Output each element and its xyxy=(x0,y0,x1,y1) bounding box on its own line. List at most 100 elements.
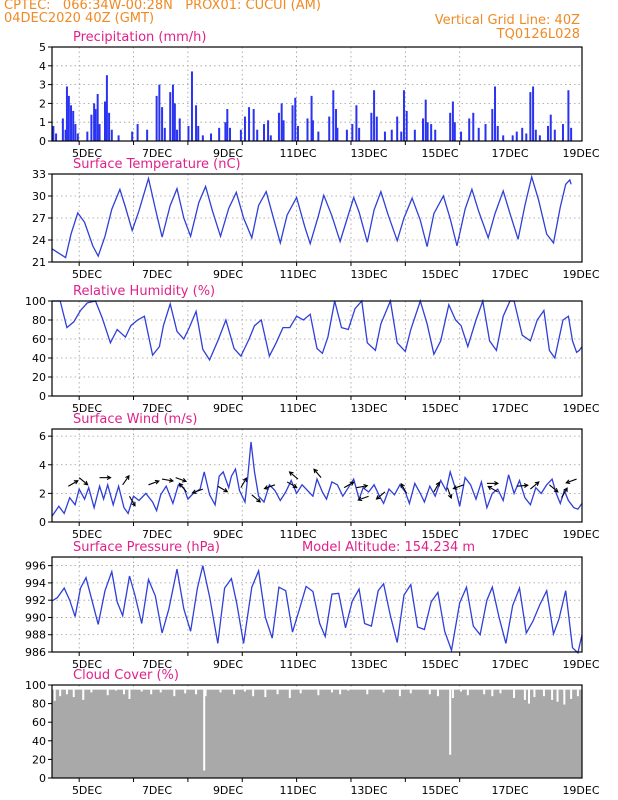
precip-bar xyxy=(328,116,331,141)
wind-arrow-head xyxy=(487,485,493,491)
precip-bar xyxy=(561,124,564,141)
precip-bar xyxy=(525,133,528,141)
precip-bar xyxy=(311,120,314,141)
x-tick-label: 5DEC xyxy=(72,147,102,160)
cloud-dip xyxy=(219,689,222,693)
x-tick-label: 9DEC xyxy=(213,528,243,541)
cloud-dip xyxy=(436,689,439,697)
precip-bar xyxy=(108,112,111,141)
precip-bar xyxy=(370,112,373,141)
precip-bar xyxy=(547,125,550,141)
wind-arrow-head xyxy=(553,487,559,493)
precip-bar xyxy=(243,116,246,141)
y-tick-label: 30 xyxy=(32,190,46,203)
y-tick-label: 80 xyxy=(32,698,46,711)
series-line xyxy=(51,565,583,655)
cloud-dip xyxy=(382,689,385,693)
cloud-dip xyxy=(173,689,176,697)
precip-bar xyxy=(451,101,454,141)
wind-arrow-head xyxy=(154,479,160,485)
precip-bar xyxy=(171,84,174,141)
y-tick-label: 0 xyxy=(39,390,46,403)
precip-bar xyxy=(280,103,283,141)
wind-arrow-head xyxy=(263,485,269,490)
series-line xyxy=(51,441,583,517)
precip-bar xyxy=(229,127,232,141)
wind-arrow-head xyxy=(131,501,136,507)
y-tick-label: 3 xyxy=(39,79,46,92)
panel-title: Surface Wind (m/s) xyxy=(73,412,197,427)
cloud-dip xyxy=(59,689,62,697)
y-tick-label: 100 xyxy=(25,295,46,308)
precip-bar xyxy=(355,105,358,141)
y-tick-label: 20 xyxy=(32,753,46,766)
wind-arrow xyxy=(148,480,160,486)
precip-bar xyxy=(131,131,134,141)
precip-bar xyxy=(549,114,552,141)
cloud-dip xyxy=(123,689,126,695)
x-tick-label: 5DEC xyxy=(72,528,102,541)
y-tick-label: 6 xyxy=(39,430,46,443)
x-tick-label: 5DEC xyxy=(72,268,102,281)
precip-bar xyxy=(282,120,285,141)
wind-arrow xyxy=(68,480,79,487)
y-tick-label: 990 xyxy=(25,611,46,624)
panel-frame xyxy=(51,300,583,397)
x-tick-label: 11DEC xyxy=(279,402,316,415)
y-tick-label: 0 xyxy=(39,135,46,148)
x-tick-label: 17DEC xyxy=(491,402,528,415)
y-tick-label: 2 xyxy=(39,487,46,500)
wind-arrow xyxy=(175,477,187,482)
precip-bar xyxy=(86,131,89,141)
precip-bar xyxy=(567,90,570,141)
wind-arrow xyxy=(549,484,559,493)
x-tick-label: 13DEC xyxy=(350,528,387,541)
y-tick-label: 20 xyxy=(32,371,46,384)
cloud-dip xyxy=(233,689,236,695)
y-tick-label: 996 xyxy=(25,560,46,573)
wind-arrow xyxy=(192,488,204,494)
y-tick-label: 40 xyxy=(32,352,46,365)
cloud-dip xyxy=(451,689,454,699)
precip-bar xyxy=(477,127,480,141)
wind-arrow xyxy=(122,475,130,486)
wind-arrow xyxy=(286,481,297,488)
cloud-dip xyxy=(65,689,68,695)
x-tick-label: 15DEC xyxy=(421,147,458,160)
x-tick-label: 9DEC xyxy=(213,268,243,281)
wind-arrow xyxy=(453,484,464,490)
cloud-dip xyxy=(150,689,153,695)
wind-arrow-head xyxy=(357,496,363,502)
x-tick-label: 13DEC xyxy=(350,658,387,671)
precip-bar xyxy=(55,133,58,141)
precip-bar xyxy=(64,129,67,141)
precip-bar xyxy=(190,71,193,141)
cloud-dip xyxy=(576,689,579,697)
precip-bar xyxy=(176,129,179,141)
cloud-dip xyxy=(466,689,469,696)
x-tick-label: 13DEC xyxy=(350,402,387,415)
precip-bar xyxy=(70,105,73,141)
x-tick-label: 17DEC xyxy=(491,784,528,797)
cloud-dip xyxy=(563,689,566,705)
precip-bar xyxy=(136,124,139,141)
wind-arrow-head xyxy=(534,481,540,486)
panel-frame xyxy=(51,46,583,142)
x-tick-label: 11DEC xyxy=(279,784,316,797)
x-tick-label: 11DEC xyxy=(279,528,316,541)
panel-title: Surface Temperature (nC) xyxy=(73,157,241,172)
precip-bar xyxy=(494,86,497,141)
cloud-dip xyxy=(204,689,207,697)
wind-arrow-head xyxy=(375,495,381,500)
precip-bar xyxy=(306,118,309,141)
precip-bar xyxy=(402,90,405,141)
x-tick-label: 7DEC xyxy=(142,268,172,281)
precip-bar xyxy=(358,127,361,141)
x-tick-label: 15DEC xyxy=(421,402,458,415)
header-line1-left: CPTEC: 066:34W-00:28N PROX01: CUCUI (AM) xyxy=(4,0,321,13)
precip-bar xyxy=(400,131,403,141)
precip-bar xyxy=(201,135,204,141)
precip-bar xyxy=(332,90,335,141)
cloud-dip xyxy=(288,689,291,699)
x-tick-label: 11DEC xyxy=(279,268,316,281)
